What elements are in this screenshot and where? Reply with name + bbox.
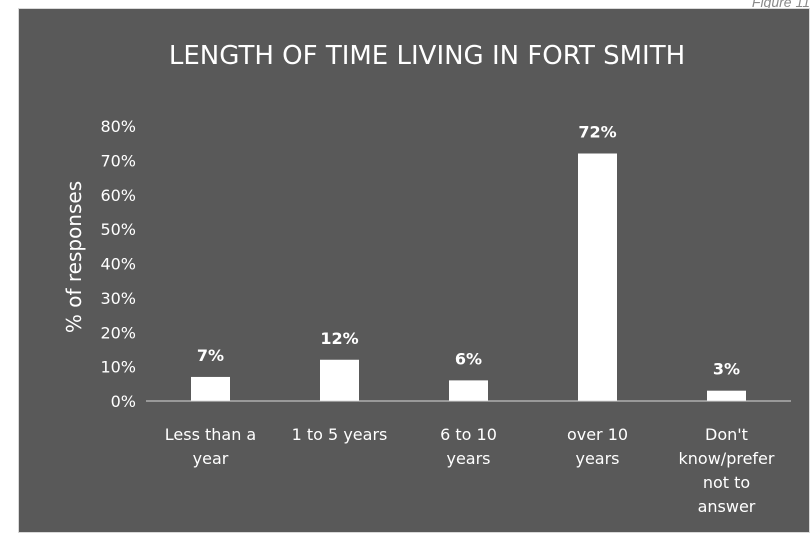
x-category-label: year bbox=[193, 449, 229, 468]
y-tick-label: 10% bbox=[100, 358, 136, 377]
bar bbox=[320, 359, 359, 401]
y-tick-label: 0% bbox=[111, 392, 136, 411]
x-category-label: years bbox=[575, 449, 619, 468]
figure-caption: Figure 11 bbox=[751, 0, 810, 10]
x-category-label: Don't bbox=[705, 425, 748, 444]
chart-title: LENGTH OF TIME LIVING IN FORT SMITH bbox=[169, 41, 685, 71]
y-tick-label: 60% bbox=[100, 186, 136, 205]
bar bbox=[449, 380, 488, 401]
bar bbox=[578, 153, 617, 401]
x-category-label: 1 to 5 years bbox=[292, 425, 388, 444]
y-tick-labels: 0% 10% 20% 30% 40% 50% 60% 70% 80% bbox=[100, 117, 136, 411]
bars bbox=[191, 153, 746, 401]
y-tick-label: 40% bbox=[100, 255, 136, 274]
data-label: 72% bbox=[578, 123, 616, 142]
x-category-label: years bbox=[446, 449, 490, 468]
y-tick-label: 80% bbox=[100, 117, 136, 136]
x-category-label: not to bbox=[703, 473, 750, 492]
bar-chart: LENGTH OF TIME LIVING IN FORT SMITH % of… bbox=[62, 41, 791, 516]
y-tick-label: 70% bbox=[100, 151, 136, 170]
data-label: 6% bbox=[455, 349, 482, 368]
data-label: 3% bbox=[713, 360, 740, 379]
category-labels: Less than a year 1 to 5 years 6 to 10 years o… bbox=[165, 425, 775, 516]
bar bbox=[191, 376, 230, 401]
x-category-label: answer bbox=[698, 497, 756, 516]
data-label: 7% bbox=[197, 346, 224, 365]
data-labels: 7% 12% 6% 72% 3% bbox=[197, 123, 740, 379]
data-label: 12% bbox=[320, 329, 358, 348]
y-tick-label: 30% bbox=[100, 289, 136, 308]
y-tick-label: 50% bbox=[100, 220, 136, 239]
x-category-label: over 10 bbox=[567, 425, 628, 444]
y-axis-title-group: % of responses bbox=[62, 181, 86, 333]
x-category-label: 6 to 10 bbox=[440, 425, 497, 444]
bar bbox=[707, 390, 746, 401]
x-category-label: Less than a bbox=[165, 425, 256, 444]
y-tick-label: 20% bbox=[100, 323, 136, 342]
x-category-label: know/prefer bbox=[679, 449, 775, 468]
y-axis-title: % of responses bbox=[62, 181, 86, 333]
chart-panel: LENGTH OF TIME LIVING IN FORT SMITH % of… bbox=[18, 8, 810, 533]
